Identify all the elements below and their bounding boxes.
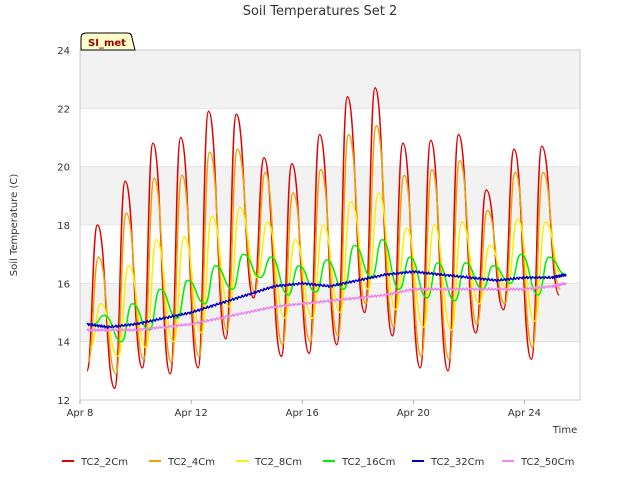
- legend-label-tc2-2cm: TC2_2Cm: [80, 457, 128, 468]
- legend-label-tc2-32cm: TC2_32Cm: [430, 457, 484, 468]
- series-line-tc2-4cm: [87, 125, 562, 375]
- plot-band: [80, 166, 580, 225]
- y-tick-label: 12: [57, 396, 70, 407]
- y-axis-label: Soil Temperature (C): [9, 174, 20, 277]
- x-tick-label: Apr 12: [175, 408, 208, 419]
- series-line-tc2-16cm: [93, 238, 567, 343]
- y-tick-label: 24: [57, 46, 70, 57]
- chart-title: Soil Temperatures Set 2: [243, 4, 398, 19]
- series-layer: [86, 87, 567, 390]
- x-tick-label: Apr 8: [67, 408, 94, 419]
- series-line-tc2-2cm: [86, 87, 560, 390]
- legend-label-tc2-50cm: TC2_50Cm: [520, 457, 574, 468]
- site-tag: SI_met: [80, 32, 136, 51]
- legend-label-tc2-4cm: TC2_4Cm: [167, 457, 215, 468]
- y-axis-ticks: 12 14 16 18 20 22 24: [57, 46, 70, 407]
- y-tick-label: 22: [57, 104, 70, 115]
- legend: TC2_2Cm TC2_4Cm TC2_8Cm TC2_16Cm TC2_32Cm TC2…: [62, 457, 574, 468]
- legend-label-tc2-8cm: TC2_8Cm: [254, 457, 302, 468]
- plot-frame: [79, 49, 581, 401]
- y-tick-label: 14: [57, 338, 70, 349]
- series-line-tc2-50cm: [86, 282, 567, 332]
- y-tick-label: 18: [57, 221, 70, 232]
- site-tag-label: SI_met: [88, 38, 126, 49]
- x-axis-label: Time: [552, 425, 577, 436]
- x-tick-label: Apr 16: [286, 408, 319, 419]
- series-line-tc2-8cm: [89, 192, 564, 358]
- x-tick-label: Apr 24: [508, 408, 541, 419]
- y-tick-label: 20: [57, 163, 70, 174]
- x-axis-ticks: Apr 8 Apr 12 Apr 16 Apr 20 Apr 24: [67, 400, 541, 419]
- site-tag-box: [80, 32, 136, 51]
- legend-label-tc2-16cm: TC2_16Cm: [341, 457, 395, 468]
- series-line-tc2-32cm: [86, 270, 567, 329]
- y-tick-label: 16: [57, 279, 70, 290]
- plot-band: [80, 50, 580, 109]
- x-tick-label: Apr 20: [397, 408, 430, 419]
